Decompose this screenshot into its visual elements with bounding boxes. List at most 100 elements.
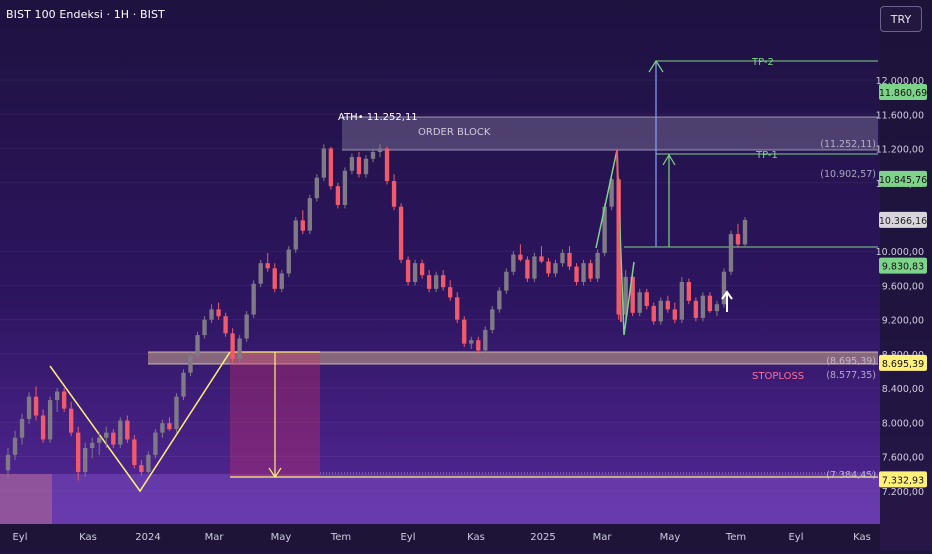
candle bbox=[405, 256, 411, 286]
v-pattern bbox=[49, 351, 231, 493]
candle-body bbox=[160, 423, 165, 433]
candle-body bbox=[504, 271, 509, 291]
y-gridlines bbox=[0, 79, 880, 492]
candle-body bbox=[398, 206, 404, 260]
candle bbox=[363, 155, 369, 178]
candle bbox=[384, 146, 390, 185]
candle-body bbox=[139, 465, 144, 472]
ath-label: ATH• 11.252,11 bbox=[338, 112, 418, 123]
tp2-label: TP-2 bbox=[751, 57, 774, 68]
candle bbox=[251, 280, 256, 318]
candle bbox=[560, 249, 565, 267]
candle-body bbox=[153, 432, 158, 455]
candle bbox=[581, 259, 586, 286]
candle bbox=[412, 259, 418, 286]
y-tick-label: 8.400,00 bbox=[882, 384, 924, 395]
candle-body bbox=[595, 252, 600, 279]
candle-body bbox=[195, 335, 200, 356]
candle bbox=[118, 417, 123, 449]
candle bbox=[637, 288, 642, 317]
candle bbox=[244, 311, 249, 342]
candle-body bbox=[68, 408, 74, 433]
candle bbox=[153, 429, 158, 459]
candle-body bbox=[483, 329, 488, 351]
candle-body bbox=[40, 415, 46, 440]
price-badge-bg bbox=[879, 354, 927, 371]
candle bbox=[216, 302, 221, 320]
candle-body bbox=[707, 295, 713, 312]
x-tick-label: Kas bbox=[79, 532, 97, 543]
time-axis-panel bbox=[0, 524, 880, 550]
candle-body bbox=[167, 423, 172, 430]
candle-body bbox=[356, 157, 362, 175]
candle bbox=[483, 326, 488, 354]
candle bbox=[511, 251, 516, 276]
x-tick-label: Mar bbox=[593, 532, 613, 543]
candle bbox=[223, 312, 228, 337]
candle bbox=[90, 437, 95, 459]
bottom-zone bbox=[0, 474, 880, 524]
candle bbox=[68, 401, 74, 437]
y-tick-label: 10.000,00 bbox=[876, 247, 924, 258]
candle bbox=[504, 268, 509, 294]
price-badge: 11.860,69 bbox=[879, 84, 927, 100]
candle-body bbox=[553, 263, 558, 274]
candle bbox=[609, 177, 614, 211]
x-tick-label: Mar bbox=[205, 532, 225, 543]
candle-body bbox=[455, 297, 460, 320]
price-badge: 10.366,16 bbox=[879, 211, 927, 228]
candle bbox=[728, 230, 734, 276]
candle-body bbox=[490, 309, 495, 330]
x-tick-label: Tem bbox=[330, 532, 351, 543]
bottom-left-zone bbox=[0, 474, 52, 524]
level-labels: (11.252,11) (10.902,57) (8.695,39) (8.577,3… bbox=[820, 139, 876, 481]
candle bbox=[328, 146, 334, 190]
candle bbox=[279, 270, 284, 293]
candle-body bbox=[251, 283, 256, 315]
currency-button[interactable]: TRY bbox=[880, 6, 922, 32]
candle-body bbox=[286, 249, 291, 274]
candle-body bbox=[33, 396, 39, 416]
level-label: (8.695,39) bbox=[826, 356, 876, 367]
candle bbox=[370, 148, 376, 163]
candle-body bbox=[532, 256, 537, 279]
candle-body bbox=[686, 282, 692, 301]
price-badge: 9.830,83 bbox=[879, 257, 927, 274]
candles bbox=[5, 144, 748, 481]
price-badge-label: 10.845,76 bbox=[879, 175, 927, 186]
candle bbox=[356, 151, 362, 178]
candle bbox=[419, 259, 425, 279]
candle bbox=[721, 268, 727, 308]
tp1-arrow-head bbox=[662, 153, 676, 166]
price-badge-label: 8.695,39 bbox=[882, 359, 924, 370]
candle-body bbox=[462, 319, 467, 344]
candle-body bbox=[328, 148, 334, 187]
candle-body bbox=[518, 254, 523, 260]
candle-body bbox=[497, 290, 502, 310]
candle-body bbox=[405, 259, 411, 283]
candle bbox=[146, 451, 151, 474]
candle bbox=[574, 263, 579, 286]
candle-body bbox=[469, 340, 474, 344]
price-badges: 11.860,69 10.845,76 10.366,16 9.830,83 8.695… bbox=[879, 84, 927, 488]
candle bbox=[83, 442, 88, 478]
candle bbox=[595, 249, 600, 283]
candle bbox=[230, 328, 235, 363]
candle-body bbox=[679, 282, 685, 320]
candle-body bbox=[174, 396, 179, 430]
candle bbox=[321, 144, 327, 182]
candle bbox=[735, 223, 741, 248]
candle bbox=[286, 246, 291, 277]
candle-body bbox=[54, 391, 60, 401]
candle bbox=[61, 388, 67, 413]
candle bbox=[644, 288, 649, 310]
candle bbox=[602, 203, 607, 257]
candle-body bbox=[76, 432, 81, 472]
candle bbox=[167, 417, 172, 431]
candle bbox=[54, 388, 60, 413]
candle bbox=[426, 270, 432, 293]
candle-body bbox=[12, 437, 18, 455]
price-badge: 7.332,93 bbox=[879, 471, 927, 488]
